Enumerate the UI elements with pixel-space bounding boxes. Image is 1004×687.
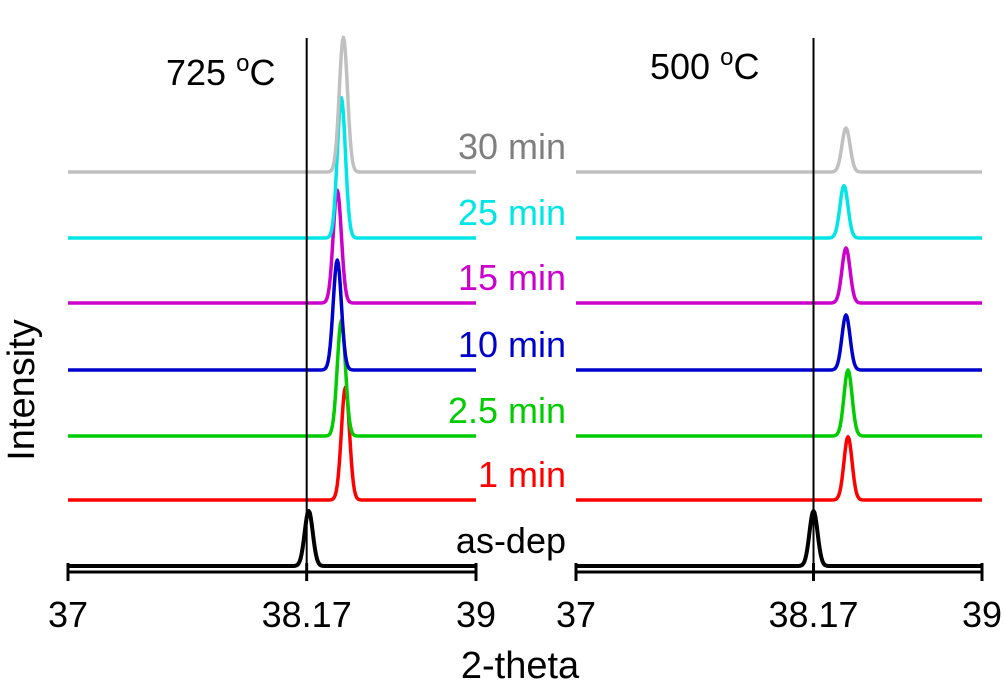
x-axis-label: 2-theta: [461, 645, 580, 687]
curve-500-25-min: [576, 186, 982, 238]
curve-500-2-5-min: [576, 370, 982, 436]
series-label-2-5-min: 2.5 min: [448, 390, 566, 431]
series-label-30-min: 30 min: [458, 126, 566, 167]
x-tick-label: 39: [456, 594, 496, 635]
curve-725-as-dep: [68, 511, 476, 566]
curve-500-15-min: [576, 248, 982, 303]
x-tick-label: 37: [48, 594, 88, 635]
series-label-25-min: 25 min: [458, 192, 566, 233]
series-labels: as-dep 1 min 2.5 min 10 min 15 min 25 min 30 m…: [448, 126, 566, 561]
curve-725-10-min: [68, 260, 476, 370]
panel-title-500: 500 oC: [650, 44, 759, 87]
series-label-as-dep: as-dep: [456, 520, 566, 561]
curve-725-15-min: [68, 190, 476, 303]
series-label-1-min: 1 min: [478, 454, 566, 495]
y-axis-label: Intensity: [1, 319, 43, 461]
curve-500-as-dep: [576, 511, 982, 566]
curve-500-10-min: [576, 315, 982, 370]
x-axes: 37 38.17 39 37 38.17 39: [48, 563, 1002, 635]
x-tick-label: 38.17: [262, 594, 352, 635]
curve-500-30-min: [576, 128, 982, 172]
curve-725-2-5-min: [68, 321, 476, 437]
x-tick-label: 38.17: [768, 594, 858, 635]
x-tick-label: 39: [962, 594, 1002, 635]
panel-title-725: 725 oC: [166, 50, 275, 93]
curve-725-1-min: [68, 387, 476, 500]
series-label-10-min: 10 min: [458, 324, 566, 365]
series-label-15-min: 15 min: [458, 257, 566, 298]
curve-725-25-min: [68, 98, 476, 238]
curve-500-1-min: [576, 437, 982, 500]
xrd-chart: 37 38.17 39 37 38.17 39 as-dep 1 min 2.5 min 10 …: [0, 0, 1004, 687]
x-tick-label: 37: [556, 594, 596, 635]
